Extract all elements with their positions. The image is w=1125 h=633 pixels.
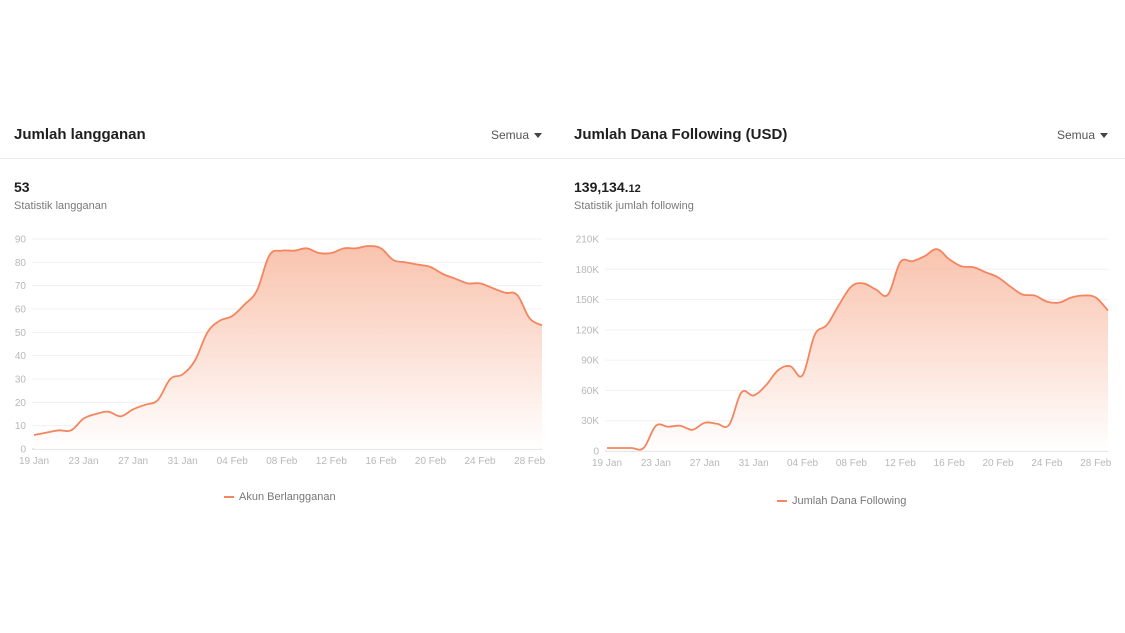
- stat-value-main: 139,134.: [574, 179, 629, 195]
- y-tick-label: 60: [15, 305, 27, 316]
- x-tick-label: 08 Feb: [266, 456, 298, 467]
- stat-value: 53: [14, 179, 30, 195]
- y-tick-label: 60K: [581, 386, 599, 397]
- series-line[interactable]: [33, 245, 543, 436]
- filter-label: Semua: [490, 128, 529, 142]
- y-tick-label: 80: [15, 258, 27, 269]
- following-funds-chart: 0 30K 60K 90K 120K 150K 180K 210K 19 Jan 23 Jan 27…: [576, 235, 1112, 470]
- y-tick-label: 180K: [576, 265, 600, 276]
- x-tick-label: 23 Jan: [69, 456, 99, 467]
- chart-legend[interactable]: Jumlah Dana Following: [777, 495, 906, 507]
- y-tick-label: 210K: [576, 235, 600, 246]
- stat-value: 139,134.12: [574, 179, 641, 195]
- y-tick-label: 30K: [581, 416, 599, 427]
- x-tick-label: 28 Feb: [1080, 458, 1112, 469]
- y-tick-label: 90K: [581, 356, 599, 367]
- subscriptions-chart: 0 10 20 30 40 50 60 70 80 90 19 Jan 23 Jan 27 Jan 31 …: [15, 235, 546, 468]
- x-tick-label: 24 Feb: [464, 456, 496, 467]
- y-tick-label: 90: [15, 235, 27, 246]
- x-tick-label: 16 Feb: [934, 458, 966, 469]
- x-tick-label: 12 Feb: [885, 458, 917, 469]
- x-tick-label: 19 Jan: [592, 458, 622, 469]
- y-tick-label: 10: [15, 421, 27, 432]
- x-tick-label: 08 Feb: [836, 458, 868, 469]
- x-tick-label: 28 Feb: [514, 456, 546, 467]
- x-tick-label: 19 Jan: [19, 456, 49, 467]
- x-tick-label: 31 Jan: [739, 458, 769, 469]
- x-tick-label: 12 Feb: [316, 456, 348, 467]
- caret-down-icon: [1100, 133, 1108, 138]
- chart-legend[interactable]: Akun Berlangganan: [224, 491, 336, 503]
- filter-label: Semua: [1056, 128, 1095, 142]
- legend-swatch: [224, 496, 234, 498]
- x-tick-label: 27 Jan: [118, 456, 148, 467]
- panel-header: Jumlah langganan Semua: [0, 112, 560, 159]
- series-line[interactable]: [606, 248, 1109, 451]
- series-area: [607, 249, 1108, 451]
- x-tick-label: 16 Feb: [365, 456, 397, 467]
- y-tick-label: 120K: [576, 325, 600, 336]
- y-tick-label: 0: [593, 447, 599, 458]
- stat-label: Statistik langganan: [14, 200, 107, 212]
- caret-down-icon: [534, 133, 542, 138]
- filter-dropdown[interactable]: Semua: [1057, 128, 1108, 142]
- x-tick-label: 20 Feb: [415, 456, 447, 467]
- panel-header: Jumlah Dana Following (USD) Semua: [560, 112, 1125, 159]
- y-tick-label: 20: [15, 398, 27, 409]
- y-tick-label: 70: [15, 281, 27, 292]
- x-tick-label: 24 Feb: [1031, 458, 1063, 469]
- legend-label: Jumlah Dana Following: [792, 495, 907, 507]
- x-tick-label: 27 Jan: [690, 458, 720, 469]
- y-tick-label: 0: [20, 445, 26, 456]
- panel-following-funds: Jumlah Dana Following (USD) Semua 139,13…: [560, 112, 1125, 532]
- x-tick-label: 23 Jan: [641, 458, 671, 469]
- x-tick-label: 31 Jan: [168, 456, 198, 467]
- y-tick-label: 50: [15, 328, 27, 339]
- panel-title: Jumlah langganan: [14, 126, 146, 143]
- x-tick-label: 04 Feb: [787, 458, 819, 469]
- y-tick-label: 30: [15, 375, 27, 386]
- x-tick-label: 20 Feb: [982, 458, 1014, 469]
- legend-swatch: [777, 500, 787, 502]
- stat-value-decimal: 12: [628, 183, 641, 195]
- stat-label: Statistik jumlah following: [574, 200, 694, 212]
- series-area: [34, 245, 542, 449]
- y-tick-label: 40: [15, 351, 27, 362]
- panel-title: Jumlah Dana Following (USD): [574, 126, 788, 143]
- y-tick-label: 150K: [576, 295, 600, 306]
- panel-subscriptions: Jumlah langganan Semua 53 Statistik lang…: [0, 112, 560, 532]
- stat-value-main: 53: [14, 179, 30, 195]
- legend-label: Akun Berlangganan: [239, 491, 336, 503]
- x-tick-label: 04 Feb: [217, 456, 249, 467]
- filter-dropdown[interactable]: Semua: [491, 128, 542, 142]
